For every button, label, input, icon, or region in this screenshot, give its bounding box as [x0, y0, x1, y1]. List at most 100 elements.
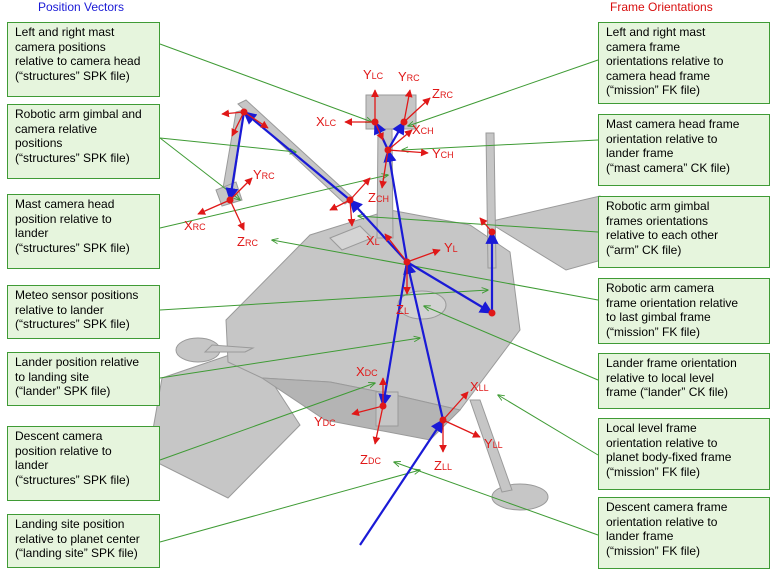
leader-left-5: [159, 338, 420, 379]
vector-lander: [403, 260, 445, 421]
origin-lander: [403, 258, 411, 266]
callout-mast-camera-positions: Left and right mast camera positions rel…: [7, 22, 160, 97]
axis-arm-top-1: [221, 109, 245, 118]
origin-meteo-base: [488, 309, 496, 317]
vector-landing-site: [359, 418, 444, 546]
frame-origins: [226, 108, 496, 424]
callout-meteo-positions: Meteo sensor positions relative to lande…: [7, 285, 160, 339]
leader-right-1: [408, 59, 599, 126]
leader-right-7: [394, 462, 599, 536]
vector-arm-lower: [225, 111, 246, 202]
label-zch: ZCH: [368, 190, 389, 205]
header-frame-orientations: Frame Orientations: [610, 0, 713, 14]
label-zl: ZL: [396, 302, 409, 317]
label-xrc-arm: XRC: [184, 218, 206, 233]
leader-right-3: [358, 216, 599, 233]
position-vectors: [225, 111, 499, 546]
axis-zrc-arm: [229, 199, 245, 231]
label-ych: YCH: [432, 146, 454, 161]
label-yll: YLL: [484, 436, 503, 451]
label-xch: XCH: [412, 122, 434, 137]
callout-local-level-orientation: Local level frame orientation relative t…: [598, 418, 770, 490]
leader-left-4: [159, 290, 488, 311]
leader-left-3: [159, 175, 388, 229]
header-position-vectors: Position Vectors: [38, 0, 125, 14]
leader-left-2b: [159, 137, 296, 152]
callout-lander-position: Lander position relative to landing site…: [7, 352, 160, 406]
label-zrc-arm: ZRC: [237, 234, 258, 249]
axis-zrc-mast: [403, 97, 431, 123]
label-xll: XLL: [470, 379, 489, 394]
axis-xl: [384, 233, 408, 263]
callout-arm-gimbal-orientations: Robotic arm gimbal frames orientations r…: [598, 196, 770, 268]
label-yrc-arm: YRC: [253, 167, 275, 182]
deck-side: [260, 377, 461, 441]
label-xlc: XLC: [316, 114, 337, 129]
callout-descent-camera-orientation: Descent camera frame orientation relativ…: [598, 497, 770, 569]
leader-right-6: [498, 395, 599, 456]
axis-arm-top-3: [243, 111, 269, 129]
leg-left: [203, 344, 255, 353]
label-ylc: YLC: [363, 67, 384, 82]
axis-yrc-arm: [229, 177, 253, 201]
origin-right-camera: [400, 118, 408, 126]
label-yl: YL: [444, 240, 458, 255]
callout-arm-gimbal-positions: Robotic arm gimbal and camera relative p…: [7, 104, 160, 179]
origin-local-level: [439, 416, 447, 424]
vector-right-camera: [387, 120, 405, 151]
axis-labels: YLC YRC ZRC XLC XCH YCH ZCH YRC XRC ZRC …: [184, 67, 503, 473]
origin-arm-top: [240, 108, 248, 116]
frame-axes: [197, 89, 493, 453]
vector-descent-camera: [378, 261, 409, 408]
leg-right: [469, 399, 513, 493]
callout-arm-camera-orientation: Robotic arm camera frame orientation rel…: [598, 278, 770, 344]
axis-arm-mid-3: [349, 177, 371, 201]
axis-yrc-mast: [403, 89, 413, 123]
deck-main: [225, 209, 521, 411]
origin-left-camera: [371, 118, 379, 126]
label-zll: ZLL: [434, 458, 452, 473]
axis-zdc: [372, 405, 384, 445]
leader-left-6: [159, 383, 375, 461]
axis-xrc-arm: [197, 199, 231, 215]
origin-arm-camera: [226, 196, 234, 204]
axis-arm-top-2: [231, 111, 245, 137]
label-xl: XL: [366, 233, 380, 248]
axis-xch: [387, 129, 413, 151]
axis-arm-mid-1: [329, 199, 351, 211]
leader-right-5: [424, 306, 599, 381]
label-zrc-mast: ZRC: [432, 86, 453, 101]
axis-yll: [442, 419, 481, 438]
deck-box: [329, 225, 373, 251]
origin-meteo-top: [488, 228, 496, 236]
axis-zch: [379, 149, 389, 189]
label-zdc: ZDC: [360, 452, 381, 467]
axis-xll: [442, 391, 469, 421]
axis-ych: [387, 148, 429, 157]
axis-arm-mid-2: [347, 199, 356, 227]
axis-yl: [406, 248, 441, 263]
callout-descent-camera-position: Descent camera position relative to land…: [7, 426, 160, 501]
callout-lander-orientation: Lander frame orientation relative to loc…: [598, 353, 770, 409]
callout-mast-head-orientation: Mast camera head frame orientation relat…: [598, 114, 770, 186]
vector-arm-base: [349, 199, 408, 263]
callout-mast-head-position: Mast camera head position relative to la…: [7, 194, 160, 269]
callout-mast-camera-orientations: Left and right mast camera frame orienta…: [598, 22, 770, 104]
callout-landing-site-position: Landing site position relative to planet…: [7, 514, 160, 568]
label-xdc: XDC: [356, 364, 378, 379]
origin-descent-camera: [379, 402, 387, 410]
leader-lines: [159, 43, 599, 543]
origin-camera-head: [384, 146, 392, 154]
leader-right-4: [272, 240, 599, 301]
vector-meteo-1: [406, 261, 494, 314]
leader-left-1: [159, 43, 372, 122]
label-yrc-mast: YRC: [398, 69, 420, 84]
leader-right-2: [402, 139, 599, 150]
origin-arm-mid: [346, 196, 354, 204]
vector-mast-head: [383, 148, 409, 263]
leader-left-7: [159, 470, 420, 543]
deck-dish: [397, 290, 447, 320]
label-ydc: YDC: [314, 414, 336, 429]
axis-ydc: [351, 405, 384, 417]
